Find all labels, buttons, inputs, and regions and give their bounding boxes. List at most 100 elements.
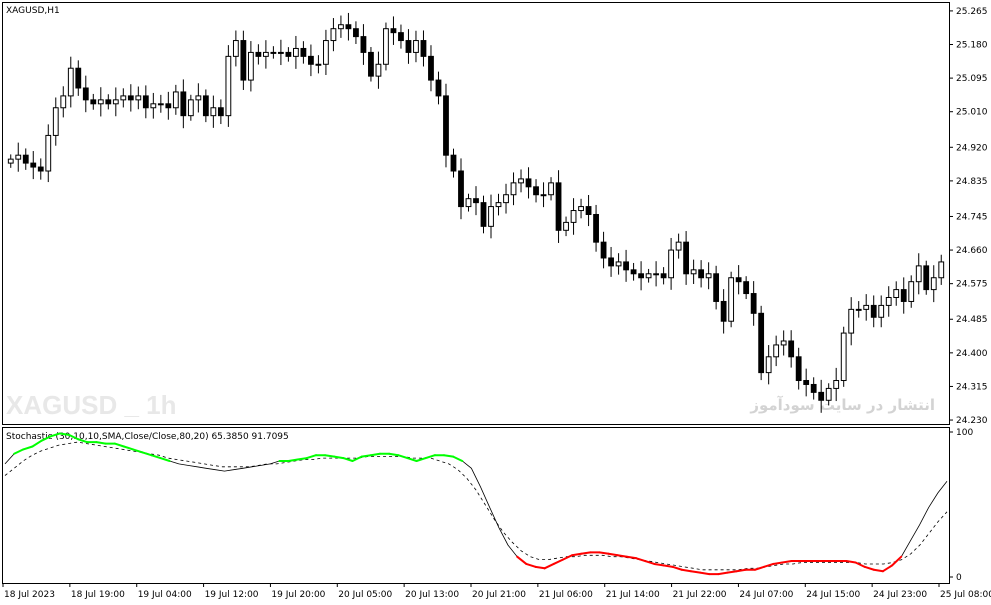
- time-tick-label: 24 Jul 15:00: [806, 590, 860, 600]
- candle: [570, 210, 577, 223]
- candle: [338, 24, 344, 30]
- watermark-persian: انتشار در سایت سودآموز: [749, 396, 935, 414]
- candle: [210, 107, 217, 117]
- stochastic-zone-segment: [571, 552, 583, 557]
- candle: [112, 99, 119, 105]
- stochastic-zone-segment: [717, 571, 729, 576]
- candle: [30, 162, 37, 168]
- stochastic-zone-segment: [132, 448, 144, 454]
- stochastic-zone-segment: [415, 457, 427, 462]
- candle: [795, 356, 802, 382]
- candle: [390, 28, 397, 34]
- time-tick-label: 21 Jul 14:00: [606, 590, 660, 600]
- stochastic-zone-segment: [699, 571, 711, 576]
- candle: [60, 95, 67, 109]
- candle: [773, 344, 780, 358]
- candle: [360, 36, 367, 53]
- candle: [735, 277, 742, 283]
- candle: [638, 273, 644, 279]
- candle: [180, 91, 187, 117]
- candle: [277, 51, 284, 54]
- stochastic-zone-segment: [580, 551, 592, 555]
- candle: [232, 40, 239, 57]
- candle: [698, 269, 705, 279]
- candle: [878, 304, 885, 318]
- candle: [293, 47, 299, 57]
- candle: [82, 87, 89, 101]
- stochastic-zone-segment: [159, 457, 171, 462]
- candle: [255, 51, 262, 57]
- price-tick-label: 24.660: [956, 246, 988, 256]
- candle: [300, 47, 307, 57]
- candle: [240, 40, 247, 81]
- stochastic-zone-segment: [662, 564, 674, 568]
- candle: [660, 273, 667, 279]
- stochastic-zone-segment: [68, 433, 80, 441]
- stochastic-signal-line: [4, 441, 948, 571]
- candle: [683, 241, 690, 275]
- stochastic-zone-segment: [753, 565, 766, 571]
- time-tick-label: 21 Jul 22:00: [673, 590, 727, 600]
- price-tick-label: 24.745: [956, 212, 988, 222]
- candle: [75, 67, 82, 89]
- stochastic-zone-segment: [305, 454, 317, 460]
- price-tick-label: 25.095: [956, 74, 988, 84]
- candle: [202, 95, 209, 117]
- candle: [855, 308, 862, 311]
- price-tick-label: 25.010: [956, 108, 988, 118]
- candle: [923, 265, 930, 291]
- candle: [37, 166, 44, 172]
- stochastic-zone-segment: [77, 438, 89, 444]
- stochastic-zone-segment: [680, 568, 692, 573]
- candle: [608, 257, 614, 267]
- candle: [705, 273, 712, 279]
- stochastic-zone-segment: [543, 562, 555, 570]
- candle: [398, 32, 404, 42]
- stochastic-axis: 100 0: [949, 428, 973, 583]
- candle: [803, 380, 810, 385]
- candle-layer: [7, 12, 945, 413]
- candle: [930, 277, 937, 291]
- candle: [172, 91, 179, 109]
- candle: [645, 273, 652, 279]
- candle: [750, 293, 757, 314]
- candle: [428, 55, 434, 81]
- candle: [247, 51, 254, 81]
- price-tick-label: 24.485: [956, 315, 988, 325]
- candle: [375, 63, 382, 77]
- stochastic-zone-segment: [141, 451, 153, 457]
- candle: [383, 28, 389, 65]
- candle: [195, 95, 202, 101]
- candle: [450, 154, 457, 172]
- stochastic-zone-segment: [891, 555, 903, 567]
- stochastic-zone-segment: [40, 435, 52, 442]
- stochastic-zone-segment: [525, 562, 537, 568]
- candle: [548, 182, 554, 196]
- stochastic-zone-segment: [324, 454, 336, 458]
- time-tick-label: 24 Jul 07:00: [739, 590, 793, 600]
- candle: [345, 24, 352, 30]
- price-tick-label: 24.835: [956, 177, 988, 187]
- candle: [675, 241, 682, 251]
- candle: [473, 198, 479, 204]
- candle: [465, 198, 472, 208]
- candle: [330, 28, 337, 42]
- stochastic-zone-segment: [333, 455, 345, 460]
- candle: [435, 79, 442, 97]
- candle: [870, 304, 877, 318]
- stochastic-zone-segment: [406, 457, 418, 462]
- stochastic-zone-segment: [113, 442, 125, 448]
- time-tick-label: 18 Jul 19:00: [71, 590, 125, 600]
- price-tick-label: 24.575: [956, 280, 988, 290]
- candle: [15, 154, 22, 160]
- time-tick-label: 25 Jul 08:00: [940, 590, 991, 600]
- stochastic-zone-segment: [644, 560, 656, 565]
- watermark-symbol: XAGUSD _ 1h: [6, 390, 177, 420]
- stochastic-zone-segment: [772, 561, 784, 565]
- stochastic-zone-segment: [552, 558, 564, 565]
- price-tick-label: 24.315: [956, 382, 988, 392]
- stochastic-zone-segment: [845, 560, 857, 564]
- candle: [833, 380, 840, 389]
- stochastic-zone-segment: [516, 555, 528, 565]
